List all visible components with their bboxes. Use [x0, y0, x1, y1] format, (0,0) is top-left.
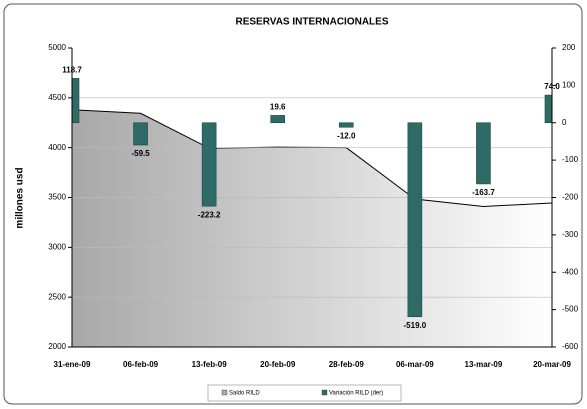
y2-tick-label: 200	[562, 43, 576, 52]
y-tick-label: 5000	[48, 43, 66, 52]
chart-title: RESERVAS INTERNACIONALES	[236, 17, 389, 28]
y-tick-label: 3000	[48, 242, 66, 251]
legend-label: Saldo RILD	[229, 391, 260, 397]
y2-tick-label: -400	[562, 267, 579, 276]
y2-tick-label: -200	[562, 193, 579, 202]
bar	[476, 122, 491, 185]
data-label: -223.2	[198, 210, 221, 219]
y-tick-label: 4500	[48, 93, 66, 102]
y-tick-label: 2500	[48, 292, 66, 301]
area	[72, 109, 552, 347]
x-tick-label: 20-feb-09	[260, 360, 296, 369]
x-tick-label: 06-mar-09	[396, 360, 434, 369]
bar	[338, 122, 354, 128]
y2-tick-label: 0	[562, 118, 567, 127]
x-tick-label: 31-ene-09	[54, 360, 91, 369]
bar	[270, 115, 286, 124]
data-label: -519.0	[404, 321, 427, 330]
bar	[201, 122, 217, 207]
data-label: -163.7	[472, 188, 495, 197]
legend-swatch	[321, 389, 328, 396]
y2-tick-label: -300	[562, 230, 579, 239]
data-label: 19.6	[270, 103, 286, 112]
y-tick-label: 3500	[48, 193, 66, 202]
x-tick-label: 13-mar-09	[465, 360, 503, 369]
bar	[133, 122, 148, 146]
y-tick-label: 2000	[48, 342, 66, 351]
data-label: -12.0	[337, 131, 356, 140]
x-tick-label: 28-feb-09	[329, 360, 365, 369]
y2-tick-label: -100	[562, 155, 579, 164]
bar	[544, 94, 553, 124]
legend-label: Variación RILD (der)	[329, 391, 383, 397]
data-label: -59.5	[131, 149, 150, 158]
y-tick-label: 4000	[48, 143, 66, 152]
x-tick-label: 20-mar-09	[533, 360, 571, 369]
legend-swatch	[221, 389, 228, 396]
y-axis-label: millones usd	[15, 167, 26, 228]
x-tick-label: 06-feb-09	[123, 360, 159, 369]
x-tick-label: 13-feb-09	[192, 360, 228, 369]
bar	[407, 122, 423, 318]
y2-tick-label: -500	[562, 305, 579, 314]
y2-tick-label: 100	[562, 80, 576, 89]
bar	[71, 78, 80, 124]
y2-tick-label: -600	[562, 342, 579, 351]
legend	[207, 384, 402, 402]
